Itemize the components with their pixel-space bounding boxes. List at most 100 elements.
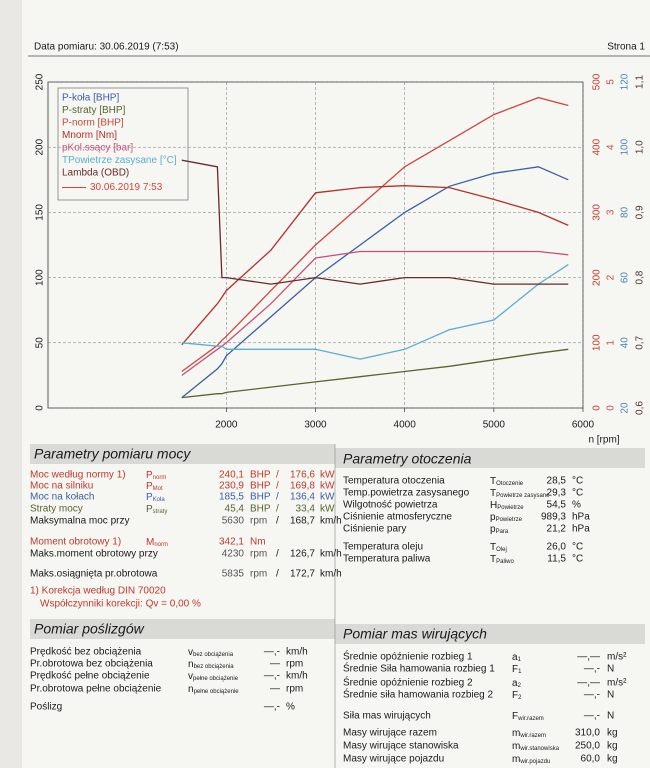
row-unit: km/h [320, 569, 342, 580]
row-label: Prędkość pełne obciążenie [30, 671, 150, 682]
symbol: TPowietrze zasysane [490, 488, 550, 499]
symbol-main: v [188, 671, 193, 682]
symbol-sub: Otoczenie [496, 481, 524, 487]
symbol: Fwir.razem [512, 711, 544, 722]
separator: / [276, 470, 279, 481]
row-value: 310,0 [575, 728, 600, 739]
symbol-main: p [490, 512, 496, 523]
row-value: —,- [264, 647, 280, 658]
footnote: Współczynniki korekcji: Qv = 0,00 % [40, 599, 201, 610]
row-value: 250,0 [575, 741, 600, 752]
row-unit: kW [320, 492, 335, 503]
row-value: 5835 [222, 569, 245, 580]
symbol-sub: 2 [518, 695, 522, 701]
separator: / [276, 504, 279, 515]
symbol-main: P [146, 470, 153, 481]
symbol-main: F [512, 711, 518, 722]
symbol: vpełne obciążenie [188, 671, 239, 682]
section-band [30, 619, 335, 639]
y5-tick-label: 0,7 [635, 335, 646, 349]
row-label: Moc według normy 1) [30, 470, 126, 481]
y-tick-label: 50 [35, 337, 46, 349]
y3-tick-label: 2 [606, 274, 617, 280]
x-tick-label: 6000 [572, 420, 595, 431]
y-tick-label: 250 [35, 73, 46, 90]
symbol-main: H [490, 500, 497, 511]
row-unit: hPa [572, 524, 590, 535]
date: Data pomiaru: 30.06.2019 (7:53) [34, 42, 179, 53]
symbol: mwir.razem [512, 728, 546, 739]
row-label: Poślizg [30, 702, 62, 713]
row-value: 172,7 [290, 569, 315, 580]
row-label: Prędkość bez obciążenia [30, 647, 142, 658]
row-value: 4230 [222, 549, 245, 560]
symbol-main: P [146, 492, 153, 503]
symbol-main: a [512, 652, 518, 663]
symbol-main: m [512, 728, 520, 739]
row-label: Ciśnienie atmosferyczne [343, 512, 452, 523]
symbol-sub: 2 [518, 683, 522, 689]
series-line [181, 96, 569, 373]
symbol-main: a [512, 678, 518, 689]
row-unit: °C [572, 488, 583, 499]
row-value: 169,8 [290, 481, 315, 492]
row-value: 11,5 [547, 554, 566, 565]
symbol: npełne obciążenie [188, 684, 239, 695]
row-value: 60,0 [581, 754, 601, 765]
row-label: Średnie opóźnienie rozbieg 2 [343, 676, 473, 689]
row-label: Straty mocy [30, 504, 83, 515]
series-line [181, 166, 569, 399]
row-value: 230,9 [219, 481, 244, 492]
row-label: Średnie Siła hamowania rozbieg 1 [343, 662, 495, 675]
y-tick-label: 150 [35, 204, 46, 221]
row-unit: m/s² [607, 678, 627, 689]
row-label: Moment obrotowy 1) [30, 537, 121, 548]
row-value: 136,4 [290, 492, 315, 503]
row-label: Pr.obrotowa pełne obciążenie [30, 684, 162, 695]
row-label: Maks.moment obrotowy przy [30, 549, 158, 560]
symbol: PMot [146, 481, 163, 492]
separator: / [276, 481, 279, 492]
row-label: Średnie siła hamowania rozbieg 2 [343, 688, 494, 701]
symbol-main: n [188, 684, 194, 695]
row-unit: % [572, 500, 581, 511]
section-title: Parametry otoczenia [343, 451, 472, 467]
legend-entry: P-norm [BHP] [62, 118, 124, 129]
section-title: Pomiar mas wirujących [343, 626, 487, 642]
row-unit: kg [607, 754, 618, 765]
symbol-main: T [490, 554, 496, 565]
symbol: mwir.stanowiska [512, 741, 560, 752]
row-value: 176,6 [290, 470, 315, 481]
separator: / [276, 549, 279, 560]
y2-tick-label: 200 [592, 269, 603, 286]
legend-entry: pKol.ssący [bar] [62, 143, 133, 154]
row-value: —,- [264, 671, 280, 682]
y-tick-label: 0 [35, 405, 46, 411]
row-value: —,- [264, 702, 280, 713]
y4-tick-label: 20 [620, 402, 631, 414]
y2-tick-label: 400 [592, 138, 603, 155]
row-label: Masy wirujące pojazdu [343, 754, 444, 765]
y4-tick-label: 80 [620, 206, 631, 218]
row-unit: kW [320, 470, 335, 481]
row-label: Temperatura otoczenia [343, 476, 445, 487]
y3-tick-label: 0 [606, 405, 617, 411]
row-unit: BHP [250, 470, 271, 481]
legend-box [57, 87, 189, 201]
separator: / [276, 569, 279, 580]
row-label: Temp.powietrza zasysanego [343, 488, 470, 499]
row-value: — [270, 684, 280, 695]
series-line [181, 348, 569, 399]
row-value: 185,5 [219, 492, 244, 503]
row-label: Ciśnienie pary [343, 524, 406, 535]
row-unit: Nm [250, 537, 266, 548]
row-value: —,- [584, 690, 600, 701]
row-unit: km/h [286, 647, 308, 658]
row-unit: °C [572, 554, 583, 565]
y5-tick-label: 0,8 [635, 270, 646, 284]
symbol-sub: norm [153, 475, 167, 481]
y3-tick-label: 5 [606, 79, 617, 85]
symbol: a1 [512, 652, 522, 663]
page-number: Strona 1 [607, 42, 645, 53]
